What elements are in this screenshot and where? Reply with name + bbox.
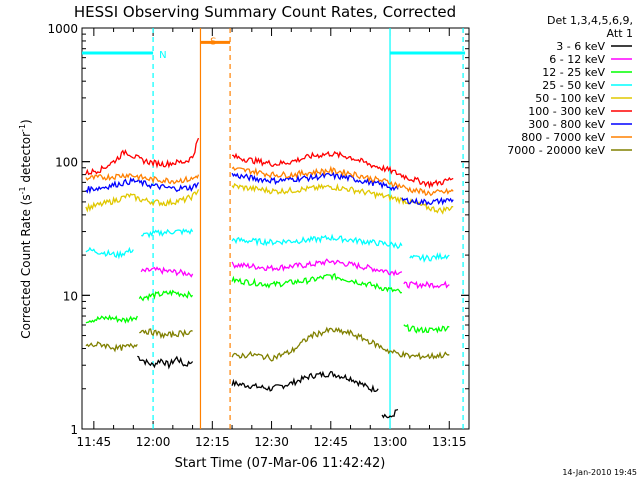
series-line-3 <box>141 228 194 239</box>
series-line-0 <box>381 408 399 419</box>
series-line-2 <box>85 314 138 324</box>
legend-label: 12 - 25 keV <box>542 66 605 79</box>
x-tick-label: 11:45 <box>77 435 112 449</box>
series-line-2 <box>403 323 450 334</box>
y-tick-label: 10 <box>63 289 78 303</box>
series-line-0 <box>231 370 379 393</box>
legend-header-line: Det 1,3,4,5,6,9, <box>547 14 633 27</box>
series-line-5 <box>85 137 200 176</box>
series-line-0 <box>137 355 194 370</box>
series-line-8 <box>85 341 138 353</box>
chart-title: HESSI Observing Summary Count Rates, Cor… <box>74 3 456 21</box>
plot-area <box>81 27 470 430</box>
series-line-2 <box>138 289 194 302</box>
timestamp: 14-Jan-2010 19:45 <box>562 468 637 477</box>
x-tick-label: 13:00 <box>373 435 408 449</box>
x-axis-label: Start Time (07-Mar-06 11:42:42) <box>175 456 386 471</box>
y-axis-label-part: ) <box>19 119 33 124</box>
series-line-3 <box>231 233 403 250</box>
series-line-1 <box>403 280 450 290</box>
series-line-8 <box>231 326 450 362</box>
series-line-4 <box>85 189 200 213</box>
y-tick-label: 1000 <box>47 22 78 36</box>
y-axis-label-sup: -1 <box>18 124 27 132</box>
x-tick-label: 12:00 <box>136 435 171 449</box>
series-line-2 <box>231 272 403 294</box>
y-axis: 1 10 100 1000 <box>47 22 469 437</box>
x-axis: 11:45 12:00 12:15 12:30 12:45 13:00 13:15 <box>77 28 470 449</box>
legend-label: 50 - 100 keV <box>535 92 605 105</box>
series-layer <box>85 137 454 419</box>
y-axis-label-part: Corrected Count Rate (s <box>19 194 33 338</box>
series-line-3 <box>409 252 450 263</box>
flag-label: S <box>210 36 216 47</box>
x-tick-label: 12:30 <box>254 435 289 449</box>
legend-label: 100 - 300 keV <box>528 105 605 118</box>
plot-frame <box>81 27 470 430</box>
series-line-1 <box>231 258 403 277</box>
legend-header-line: Att 1 <box>607 27 633 40</box>
x-tick-label: 12:45 <box>313 435 348 449</box>
series-line-1 <box>140 266 194 278</box>
y-tick-label: 1 <box>70 423 78 437</box>
legend-label: 25 - 50 keV <box>542 79 605 92</box>
series-line-7 <box>231 165 454 197</box>
y-tick-label: 100 <box>55 156 78 170</box>
legend-label: 800 - 7000 keV <box>521 131 605 144</box>
y-axis-label-sup: -1 <box>18 186 27 194</box>
x-tick-label: 12:15 <box>195 435 230 449</box>
flags-layer: NS <box>82 28 466 429</box>
flag-label: N <box>159 50 166 61</box>
series-line-6 <box>231 171 399 192</box>
legend-label: 3 - 6 keV <box>556 40 605 53</box>
y-axis-label-part: detector <box>19 132 33 187</box>
series-line-3 <box>85 246 134 260</box>
series-line-6 <box>85 176 200 195</box>
series-line-5 <box>232 150 454 190</box>
series-line-7 <box>85 172 200 185</box>
y-axis-label: Corrected Count Rate (s-1 detector-1) <box>18 119 33 338</box>
legend-label: 7000 - 20000 keV <box>507 144 605 157</box>
x-tick-label: 13:15 <box>432 435 467 449</box>
legend-label: 300 - 800 keV <box>528 118 605 131</box>
series-line-4 <box>231 182 454 215</box>
series-line-8 <box>139 328 193 340</box>
legend-label: 6 - 12 keV <box>549 53 605 66</box>
series-line-6 <box>401 196 454 206</box>
